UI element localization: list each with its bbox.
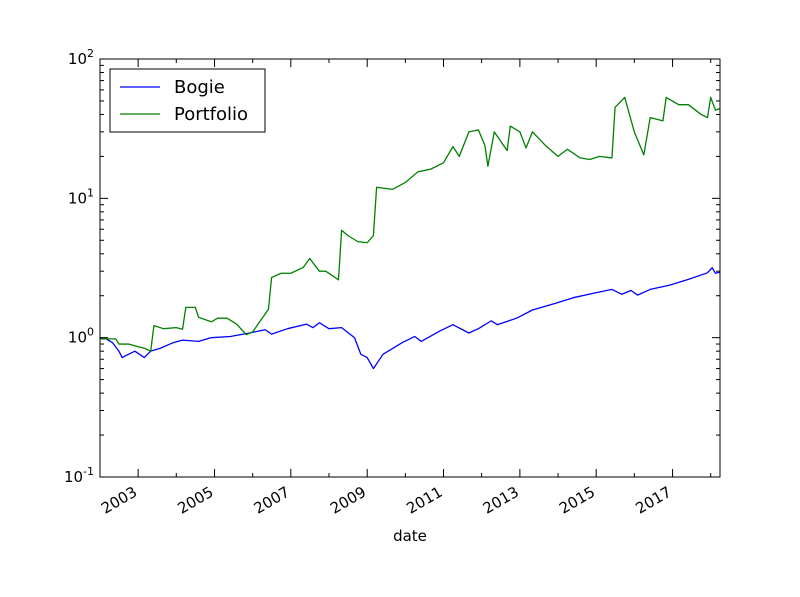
y-axis: 10-1 100 101 102: [64, 47, 720, 486]
plot-frame: [99, 58, 721, 478]
legend-item-portfolio: Portfolio: [120, 104, 248, 125]
legend-item-bogie: Bogie: [120, 77, 225, 98]
y-tick-label: 100: [68, 326, 94, 347]
y-tick-label: 102: [68, 47, 94, 68]
legend-label: Bogie: [174, 77, 225, 98]
series-layer: [99, 96, 721, 370]
legend-label: Portfolio: [174, 104, 248, 125]
series-line-portfolio: [100, 96, 721, 352]
y-tick-label: 10-1: [64, 465, 94, 486]
legend-box: [109, 68, 266, 133]
series-line-bogie: [99, 267, 721, 370]
legend: Bogie Portfolio: [109, 68, 266, 133]
y-tick-label: 101: [68, 186, 94, 207]
x-axis-label: date: [393, 527, 427, 545]
